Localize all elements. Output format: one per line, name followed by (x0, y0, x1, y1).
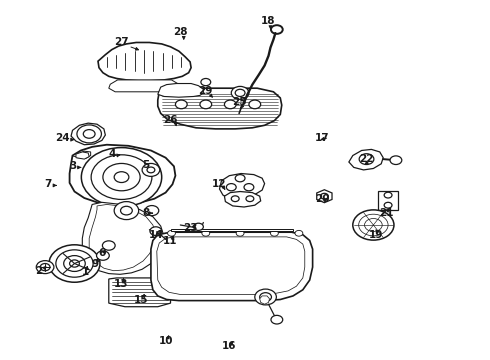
Circle shape (142, 163, 160, 176)
Text: 16: 16 (222, 341, 237, 351)
Text: 15: 15 (134, 294, 148, 305)
Circle shape (246, 196, 254, 202)
Polygon shape (98, 42, 191, 81)
Text: 23: 23 (183, 222, 197, 233)
Text: 17: 17 (315, 132, 330, 143)
Text: 21: 21 (379, 208, 393, 218)
Polygon shape (349, 149, 383, 170)
Polygon shape (317, 190, 332, 203)
Circle shape (271, 315, 283, 324)
Text: 2: 2 (36, 266, 43, 276)
Text: 26: 26 (163, 114, 178, 125)
Circle shape (97, 251, 109, 260)
Circle shape (270, 230, 278, 236)
Polygon shape (171, 229, 293, 231)
Circle shape (70, 260, 79, 267)
Text: 8: 8 (143, 208, 149, 218)
Circle shape (201, 78, 211, 86)
Polygon shape (82, 202, 164, 274)
Polygon shape (109, 278, 171, 307)
Polygon shape (76, 152, 89, 159)
Polygon shape (224, 192, 261, 207)
Circle shape (150, 227, 162, 235)
Circle shape (295, 230, 303, 236)
Circle shape (249, 100, 261, 109)
Circle shape (236, 230, 244, 236)
Circle shape (235, 175, 245, 182)
Text: 4: 4 (108, 149, 116, 159)
Polygon shape (158, 88, 282, 129)
Text: 5: 5 (143, 160, 149, 170)
Polygon shape (89, 204, 156, 271)
Circle shape (390, 156, 402, 165)
Text: 10: 10 (158, 336, 173, 346)
Circle shape (260, 293, 271, 301)
Circle shape (147, 167, 155, 173)
Circle shape (64, 256, 85, 271)
Circle shape (224, 100, 236, 109)
Circle shape (271, 25, 283, 34)
Text: 14: 14 (148, 230, 163, 240)
Polygon shape (151, 232, 313, 301)
Circle shape (49, 245, 100, 282)
Text: 29: 29 (197, 86, 212, 96)
Text: 12: 12 (212, 179, 227, 189)
Circle shape (320, 193, 328, 199)
Circle shape (194, 223, 203, 230)
Circle shape (175, 100, 187, 109)
Text: 9: 9 (92, 258, 99, 269)
Polygon shape (109, 80, 180, 92)
Polygon shape (71, 123, 105, 145)
Circle shape (145, 206, 159, 216)
Circle shape (231, 86, 249, 99)
Polygon shape (220, 174, 265, 199)
Text: 7: 7 (44, 179, 52, 189)
Circle shape (81, 148, 162, 207)
Circle shape (77, 125, 101, 143)
Text: 11: 11 (163, 236, 178, 246)
Circle shape (102, 241, 115, 250)
Text: 18: 18 (261, 16, 276, 26)
Polygon shape (260, 296, 270, 304)
Circle shape (114, 172, 129, 183)
Circle shape (384, 202, 392, 208)
Text: 6: 6 (98, 248, 105, 258)
Polygon shape (158, 84, 203, 97)
Circle shape (235, 89, 245, 96)
Text: 27: 27 (114, 37, 129, 48)
Circle shape (359, 214, 388, 236)
Text: 19: 19 (369, 230, 384, 240)
Circle shape (83, 130, 95, 138)
Circle shape (359, 154, 374, 165)
Text: 20: 20 (315, 194, 330, 204)
Polygon shape (157, 237, 305, 294)
Circle shape (226, 184, 236, 191)
Text: 24: 24 (55, 132, 70, 143)
Circle shape (384, 192, 392, 198)
Circle shape (91, 155, 152, 199)
Text: 13: 13 (114, 279, 129, 289)
Circle shape (244, 184, 254, 191)
Text: 3: 3 (69, 161, 76, 171)
Circle shape (168, 230, 175, 236)
Circle shape (202, 230, 210, 236)
Circle shape (255, 289, 276, 305)
Circle shape (121, 206, 132, 215)
Text: 22: 22 (359, 154, 374, 164)
Circle shape (36, 261, 54, 274)
Polygon shape (70, 145, 175, 204)
Circle shape (40, 264, 50, 271)
Circle shape (103, 163, 140, 191)
Text: 25: 25 (232, 96, 246, 107)
Circle shape (200, 100, 212, 109)
Polygon shape (77, 151, 91, 158)
Circle shape (114, 202, 139, 220)
Bar (378, 191, 398, 210)
Circle shape (365, 219, 382, 231)
Circle shape (353, 210, 394, 240)
Circle shape (56, 250, 93, 277)
Text: 1: 1 (82, 267, 89, 277)
Text: 28: 28 (173, 27, 188, 37)
Circle shape (231, 196, 239, 202)
